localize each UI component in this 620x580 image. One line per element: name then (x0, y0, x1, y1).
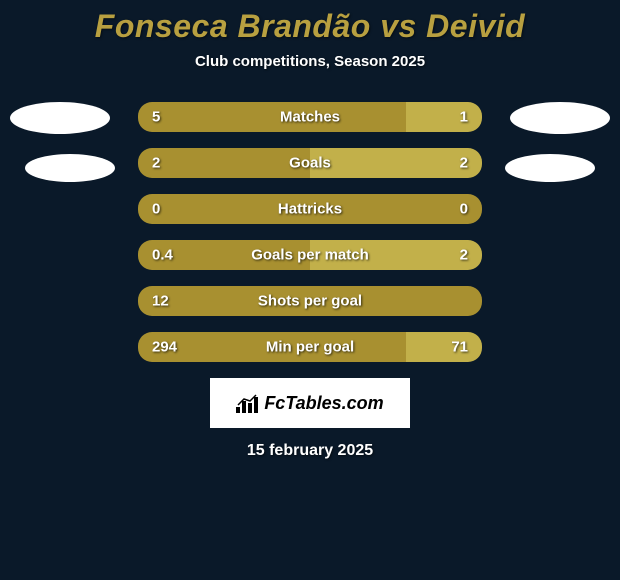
chart-icon (236, 393, 258, 413)
bar-segment-left (138, 102, 406, 132)
logo-text: FcTables.com (264, 393, 383, 414)
bar-segment-right (406, 332, 482, 362)
player-avatar-left-top (10, 102, 110, 134)
stat-label: Shots per goal (258, 293, 362, 310)
page-title: Fonseca Brandão vs Deivid (0, 8, 620, 45)
logo-box: FcTables.com (210, 378, 410, 428)
stat-value-left: 5 (152, 109, 160, 126)
stat-label: Hattricks (278, 201, 342, 218)
stat-value-left: 0 (152, 201, 160, 218)
comparison-card: Fonseca Brandão vs Deivid Club competiti… (0, 0, 620, 580)
stat-value-left: 0.4 (152, 247, 173, 264)
stat-bars: 5 1 Matches 2 2 Goals 0 0 Hattricks 0.4 2 Goals per… (138, 102, 482, 362)
stat-value-right: 71 (451, 339, 468, 356)
stat-label: Matches (280, 109, 340, 126)
bar-segment-right (310, 148, 482, 178)
stat-label: Min per goal (266, 339, 354, 356)
stat-row: 5 1 Matches (138, 102, 482, 132)
stat-row: 0 0 Hattricks (138, 194, 482, 224)
stat-value-left: 294 (152, 339, 177, 356)
stat-label: Goals (289, 155, 331, 172)
stat-row: 294 71 Min per goal (138, 332, 482, 362)
stat-row: 2 2 Goals (138, 148, 482, 178)
stat-value-right: 2 (460, 155, 468, 172)
player-avatar-right-top (510, 102, 610, 134)
player-avatar-left-bottom (25, 154, 115, 182)
stat-value-right: 2 (460, 247, 468, 264)
stat-value-left: 12 (152, 293, 169, 310)
chart-area: 5 1 Matches 2 2 Goals 0 0 Hattricks 0.4 2 Goals per… (0, 102, 620, 362)
stat-value-right: 1 (460, 109, 468, 126)
stat-value-right: 0 (460, 201, 468, 218)
bar-segment-right (406, 102, 482, 132)
player-avatar-right-bottom (505, 154, 595, 182)
bar-segment-left (138, 148, 310, 178)
stat-row: 12 Shots per goal (138, 286, 482, 316)
subtitle: Club competitions, Season 2025 (0, 53, 620, 70)
date-label: 15 february 2025 (0, 442, 620, 460)
stat-value-left: 2 (152, 155, 160, 172)
stat-label: Goals per match (251, 247, 369, 264)
stat-row: 0.4 2 Goals per match (138, 240, 482, 270)
